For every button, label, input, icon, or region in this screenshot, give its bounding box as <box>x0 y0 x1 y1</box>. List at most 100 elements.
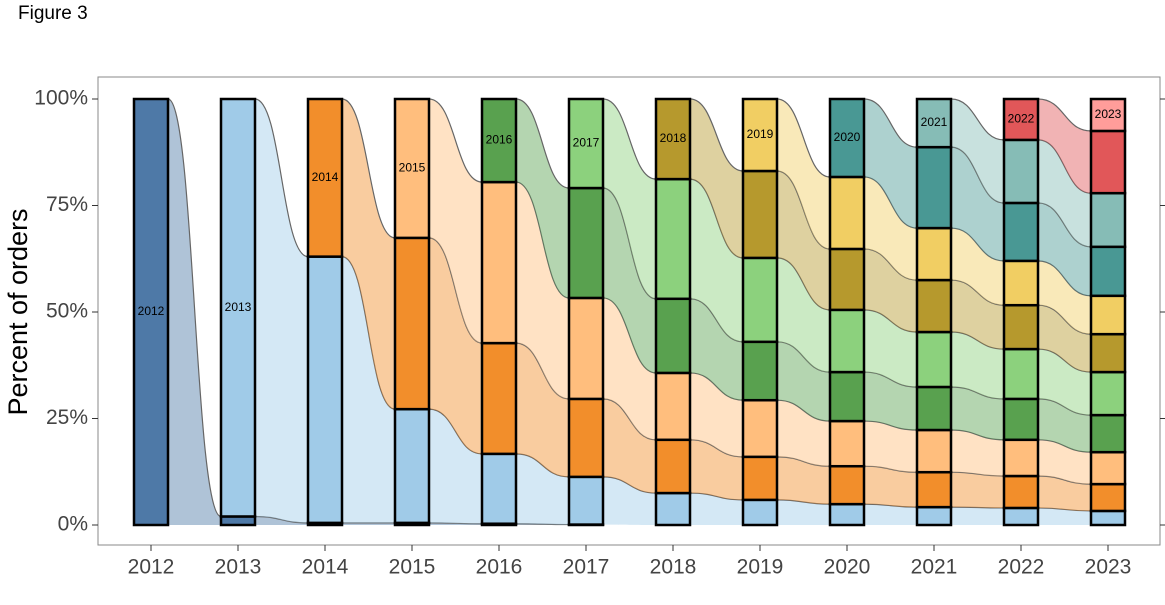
flow <box>690 179 743 342</box>
flow-edge <box>515 453 570 478</box>
bar-segment <box>132 97 170 527</box>
flow <box>951 99 1004 203</box>
flow-edge <box>950 227 1005 262</box>
flow <box>603 99 656 299</box>
bar-segment <box>915 226 953 282</box>
x-tick-label: 2014 <box>302 556 349 579</box>
y-tick-label: 25% <box>46 406 88 429</box>
flow-edge <box>515 523 570 526</box>
cohort-label: 2021 <box>921 115 948 129</box>
bar-segment <box>1089 482 1127 513</box>
flow <box>342 256 395 523</box>
figure-label: Figure 3 <box>18 3 88 24</box>
flow-edge <box>1037 507 1092 512</box>
flow <box>429 409 482 524</box>
flow-edge <box>950 331 1005 350</box>
flow-edge <box>1037 475 1092 485</box>
bar-segment <box>1089 332 1127 374</box>
flow <box>1038 139 1091 247</box>
flow <box>951 228 1004 306</box>
flow <box>951 386 1004 440</box>
flow <box>690 298 743 401</box>
flow <box>429 237 482 454</box>
bar-segment <box>915 145 953 230</box>
flow <box>255 516 308 525</box>
bar-segment <box>1089 97 1127 133</box>
bar-segment <box>828 419 866 468</box>
cohort-label: 2018 <box>660 131 687 145</box>
flow <box>951 507 1004 525</box>
flow-edge <box>950 386 1005 400</box>
bar-segment <box>393 236 431 411</box>
flow-edge <box>950 429 1005 441</box>
x-tick-label: 2023 <box>1085 556 1132 579</box>
flow-edge <box>776 98 831 178</box>
bar-segment <box>393 97 431 240</box>
bar-segment <box>741 169 779 260</box>
bar-segment <box>1002 506 1040 527</box>
flow-edge <box>776 399 831 422</box>
bar-segment <box>828 502 866 527</box>
flow-edge <box>602 98 657 180</box>
x-tick-label: 2020 <box>824 556 871 579</box>
flow <box>516 343 569 477</box>
bar-segment <box>1002 397 1040 442</box>
flow-edge <box>428 408 483 455</box>
bar-segment <box>480 341 518 456</box>
flow-edge <box>950 279 1005 306</box>
bar-segment <box>915 505 953 527</box>
flow-edge <box>428 98 483 183</box>
bar-segment <box>828 97 866 179</box>
bar-segment <box>1089 294 1127 336</box>
flow <box>1038 398 1091 453</box>
flow <box>690 493 743 525</box>
flow <box>864 421 917 473</box>
x-tick-label: 2016 <box>476 556 523 579</box>
flow <box>864 372 917 431</box>
flow-edge <box>950 471 1005 477</box>
flow <box>1038 202 1091 296</box>
flow-edge <box>776 456 831 467</box>
cohort-label: 2015 <box>399 161 426 175</box>
flow-edge <box>341 256 396 410</box>
bar-segment <box>828 247 866 312</box>
flow <box>690 439 743 500</box>
flow <box>516 99 569 298</box>
flow <box>342 99 395 410</box>
flow-edge <box>254 98 309 258</box>
bar-segment <box>654 371 692 442</box>
plot-frame <box>97 76 1161 546</box>
flow <box>864 309 917 387</box>
x-tick-label: 2019 <box>737 556 784 579</box>
flow-edge <box>515 98 570 189</box>
flow-edge <box>254 515 309 524</box>
flow <box>864 466 917 508</box>
flow <box>1038 507 1091 525</box>
flow-edge <box>689 492 744 501</box>
bar-segment <box>1002 438 1040 478</box>
bar-segment <box>1002 97 1040 142</box>
flow <box>516 453 569 525</box>
x-tick-label: 2018 <box>650 556 697 579</box>
flow-edge <box>863 371 918 388</box>
flow-edge <box>515 181 570 299</box>
bar-segment <box>654 491 692 527</box>
flow <box>864 248 917 333</box>
bar-segment <box>567 296 605 401</box>
x-tick-label: 2021 <box>911 556 958 579</box>
flow <box>864 176 917 281</box>
flow-edge <box>863 248 918 281</box>
flow <box>1038 99 1091 194</box>
flow <box>690 99 743 258</box>
flow <box>864 504 917 525</box>
flow <box>777 400 830 467</box>
x-tick-label: 2015 <box>389 556 436 579</box>
flow <box>516 182 569 399</box>
bar-segment <box>1089 450 1127 486</box>
flow <box>951 332 1004 399</box>
x-tick-label: 2022 <box>998 556 1045 579</box>
y-tick-label: 75% <box>46 193 88 216</box>
cohort-label: 2012 <box>138 304 165 318</box>
flow <box>864 99 917 229</box>
flow <box>1038 476 1091 511</box>
